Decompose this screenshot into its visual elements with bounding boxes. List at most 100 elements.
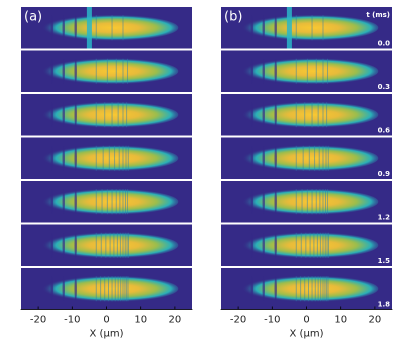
cloud-body xyxy=(34,14,179,42)
density-image xyxy=(21,181,192,223)
x-tick-label: 20 xyxy=(169,315,182,326)
fringe-dark xyxy=(50,276,53,302)
fringe-dark xyxy=(262,189,265,215)
x-tick-label: 0 xyxy=(103,315,109,326)
fringe-dark xyxy=(250,189,253,215)
cloud xyxy=(234,144,379,172)
density-image xyxy=(21,137,192,179)
density-image xyxy=(21,224,192,266)
fringe-dark xyxy=(250,15,253,41)
fringe-dark xyxy=(62,102,65,128)
fringe-dark xyxy=(74,102,77,128)
bar-artifact xyxy=(86,7,92,49)
fringe-dark xyxy=(274,189,277,215)
density-image xyxy=(21,94,192,136)
cloud-body xyxy=(34,231,179,259)
fringe-dark xyxy=(274,15,277,41)
x-axis-label: X (μm) xyxy=(290,329,324,340)
fringe-dark xyxy=(62,58,65,84)
fringe-dark xyxy=(74,58,77,84)
fringe-dark xyxy=(274,58,277,84)
x-tick-label: -10 xyxy=(264,315,280,326)
time-label: 0.6 xyxy=(378,127,391,135)
cloud xyxy=(34,188,179,216)
cloud xyxy=(34,101,179,129)
fringe-dark xyxy=(62,145,65,171)
time-label: 0.9 xyxy=(378,170,391,178)
x-axis-label: X (μm) xyxy=(90,329,124,340)
cloud-body xyxy=(234,231,379,259)
density-image xyxy=(21,268,192,310)
bar-artifact xyxy=(286,7,292,49)
x-tick-label: -10 xyxy=(64,315,80,326)
time-label: 0.3 xyxy=(378,83,391,91)
time-label: 1.8 xyxy=(378,301,391,309)
fringe-dark xyxy=(74,189,77,215)
density-image xyxy=(221,94,392,136)
fringe-dark xyxy=(50,145,53,171)
fringe-dark xyxy=(262,15,265,41)
fringe-dark xyxy=(274,276,277,302)
cloud xyxy=(34,7,179,49)
density-image xyxy=(221,224,392,266)
fringe-dark xyxy=(62,276,65,302)
density-image xyxy=(21,50,192,92)
x-tick-label: 10 xyxy=(334,315,347,326)
density-image xyxy=(221,7,392,49)
x-tick-label: -20 xyxy=(230,315,246,326)
fringe-dark xyxy=(262,145,265,171)
fringe-dark xyxy=(62,232,65,258)
density-image xyxy=(221,181,392,223)
cloud xyxy=(234,57,379,85)
fringe-dark xyxy=(250,58,253,84)
fringe-dark xyxy=(74,15,77,41)
time-label: 1.2 xyxy=(378,214,391,222)
panel-label: (b) xyxy=(224,10,242,25)
fringe-dark xyxy=(50,232,53,258)
density-image xyxy=(221,50,392,92)
cloud-body xyxy=(34,275,179,303)
cloud xyxy=(234,101,379,129)
cloud-body xyxy=(34,188,179,216)
cloud xyxy=(234,188,379,216)
cloud xyxy=(34,57,179,85)
fringe-dark xyxy=(62,15,65,41)
fringe-dark xyxy=(50,189,53,215)
time-header: t (ms) xyxy=(366,11,390,19)
x-tick-label: 20 xyxy=(369,315,382,326)
cloud xyxy=(234,275,379,303)
cloud-body xyxy=(234,144,379,172)
time-label: 1.5 xyxy=(378,257,391,265)
fringe-dark xyxy=(74,276,77,302)
cloud-body xyxy=(234,188,379,216)
density-image xyxy=(221,268,392,310)
cloud-body xyxy=(234,57,379,85)
cloud-body xyxy=(234,101,379,129)
fringe-dark xyxy=(50,58,53,84)
fringe-dark xyxy=(250,232,253,258)
cloud xyxy=(34,275,179,303)
fringe-dark xyxy=(62,189,65,215)
cloud xyxy=(234,7,379,49)
cloud-body xyxy=(234,275,379,303)
fringe-dark xyxy=(250,102,253,128)
fringe-dark xyxy=(262,232,265,258)
x-tick-label: 10 xyxy=(134,315,147,326)
fringe-dark xyxy=(274,145,277,171)
time-label: 0.0 xyxy=(378,40,391,48)
fringe-dark xyxy=(74,232,77,258)
fringe-dark xyxy=(262,102,265,128)
cloud xyxy=(34,144,179,172)
cloud xyxy=(34,231,179,259)
fringe-dark xyxy=(250,145,253,171)
fringe-dark xyxy=(50,102,53,128)
fringe-dark xyxy=(274,232,277,258)
fringe-dark xyxy=(74,145,77,171)
cloud xyxy=(234,231,379,259)
density-image xyxy=(221,137,392,179)
cloud-body xyxy=(234,14,379,42)
fringe-dark xyxy=(274,102,277,128)
density-image xyxy=(21,7,192,49)
cloud-body xyxy=(34,144,179,172)
fringe-dark xyxy=(262,276,265,302)
